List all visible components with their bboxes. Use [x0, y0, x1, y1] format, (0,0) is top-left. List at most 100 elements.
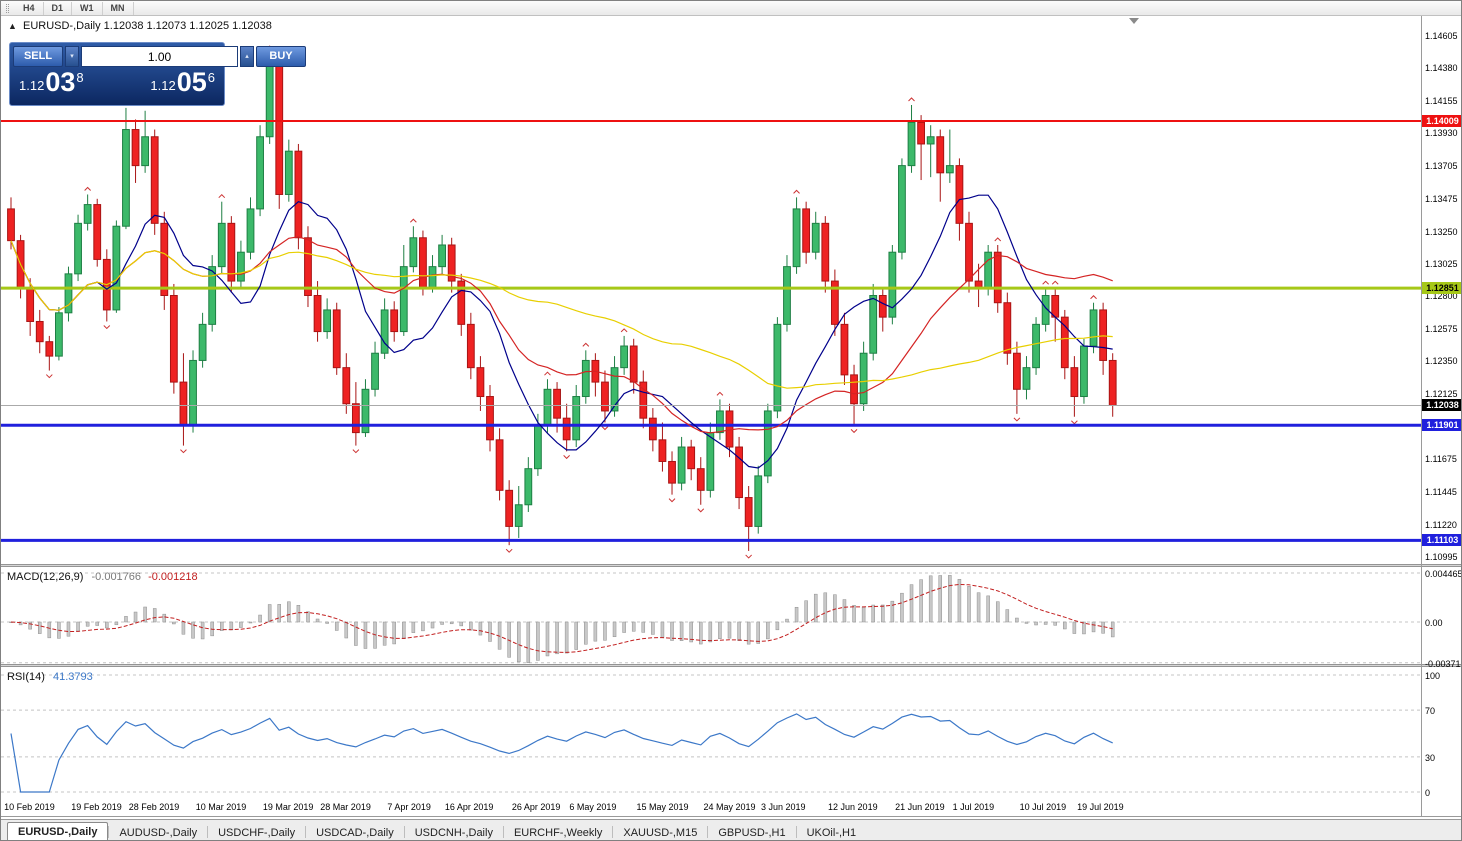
volume-input[interactable]: [81, 46, 238, 67]
chart-tab-usdcad-daily[interactable]: USDCAD-,Daily: [316, 827, 394, 839]
hline-price-label: 1.11103: [1422, 534, 1461, 547]
indicator-axis-label: 0.004465: [1425, 569, 1462, 579]
macd-signal-value: -0.001218: [148, 571, 198, 583]
price-axis-label: 1.14155: [1425, 95, 1458, 106]
price-axis-label: 1.12350: [1425, 356, 1458, 367]
chart-ohlc-header: ▲ EURUSD-,Daily 1.12038 1.12073 1.12025 …: [8, 20, 272, 32]
current-price-label: 1.12038: [1422, 399, 1461, 412]
price-axis-label: 1.13250: [1425, 226, 1458, 237]
panel-separator[interactable]: [1, 564, 1461, 567]
hline-price-label: 1.11901: [1422, 419, 1461, 432]
chart-tab-ukoil-h1[interactable]: UKOil-,H1: [806, 827, 857, 839]
indicator-axis-label: 0.00: [1425, 618, 1443, 628]
price-axis-label: 1.13025: [1425, 259, 1458, 270]
indicator-axis-label: 30: [1425, 752, 1436, 763]
date-axis-label: 28 Mar 2019: [320, 802, 371, 812]
timeframe-button-mn[interactable]: MN: [103, 1, 134, 15]
date-axis-label: 7 Apr 2019: [387, 802, 431, 812]
price-axis-label: 1.14605: [1425, 31, 1458, 41]
volume-increase-button[interactable]: ▴: [240, 46, 254, 67]
volume-decrease-button[interactable]: ▾: [65, 46, 79, 67]
date-axis-label: 10 Mar 2019: [195, 802, 247, 812]
chart-tab-usdchf-daily[interactable]: USDCHF-,Daily: [218, 827, 296, 839]
price-axis-label: 1.13705: [1425, 160, 1458, 171]
bid-price-display[interactable]: 1.12 03 8: [19, 69, 84, 96]
tab-separator: [305, 826, 307, 838]
buy-button[interactable]: BUY: [256, 46, 306, 67]
date-axis-label: 10 Jul 2019: [1019, 802, 1067, 812]
price-axis-label: 1.11445: [1425, 487, 1457, 498]
timeframe-buttons: H4 D1 W1 MN: [15, 1, 134, 15]
chart-window: ▲ EURUSD-,Daily 1.12038 1.12073 1.12025 …: [1, 16, 1462, 819]
price-chart-canvas[interactable]: [1, 16, 1421, 564]
date-axis-label: 24 May 2019: [703, 802, 756, 812]
indicator-axis-label: 0: [1425, 788, 1431, 798]
bid-pip-digit: 8: [76, 70, 84, 85]
timeframe-toolbar: H4 D1 W1 MN: [1, 1, 1461, 16]
one-click-collapse-icon[interactable]: ▲: [8, 21, 17, 31]
timeframe-button-h4[interactable]: H4: [15, 1, 44, 15]
tab-separator: [207, 826, 209, 838]
rsi-header: RSI(14) 41.3793: [7, 671, 93, 683]
date-axis-label: 16 Apr 2019: [444, 802, 494, 812]
price-axis-label: 1.11220: [1425, 519, 1457, 530]
timeframe-button-w1[interactable]: W1: [72, 1, 103, 15]
date-axis-label: 26 Apr 2019: [511, 802, 561, 812]
price-axis-label: 1.12575: [1425, 323, 1458, 334]
date-axis-label: 19 Feb 2019: [71, 802, 122, 812]
rsi-indicator-canvas[interactable]: [1, 668, 1421, 796]
date-axis-label: 21 Jun 2019: [895, 802, 945, 812]
price-axis-label: 1.10995: [1425, 551, 1458, 562]
price-axis-label: 1.11675: [1425, 453, 1457, 464]
bid-prefix: 1.12: [19, 78, 45, 93]
bid-big-digits: 03: [45, 67, 76, 97]
trade-prices-row: 1.12 03 8 1.12 05 6: [13, 67, 221, 96]
chart-tab-audusd-daily[interactable]: AUDUSD-,Daily: [119, 827, 198, 839]
tab-separator: [612, 826, 614, 838]
price-axis-label: 1.12800: [1425, 291, 1458, 302]
macd-indicator-canvas[interactable]: [1, 568, 1421, 664]
trade-controls-row: SELL ▾ ▴ BUY: [13, 46, 306, 67]
tab-separator: [502, 826, 504, 838]
chart-tab-xauusd-m15[interactable]: XAUUSD-,M15: [623, 827, 698, 839]
hline-price-label: 1.14009: [1422, 115, 1461, 127]
date-axis-label: 28 Feb 2019: [128, 802, 180, 812]
macd-header: MACD(12,26,9) -0.001766 -0.001218: [7, 571, 198, 583]
macd-name-label: MACD(12,26,9): [7, 571, 84, 583]
rsi-value: 41.3793: [52, 671, 93, 683]
chart-tab-gbpusd-h1[interactable]: GBPUSD-,H1: [718, 827, 786, 839]
toolbar-grip[interactable]: [6, 3, 9, 13]
sell-button[interactable]: SELL: [13, 46, 63, 67]
date-axis-border: [1, 816, 1461, 817]
date-axis-label: 10 Feb 2019: [4, 802, 55, 812]
date-axis-label: 12 Jun 2019: [828, 802, 878, 812]
price-axis-label: 1.13930: [1425, 128, 1458, 139]
chart-symbol-label: EURUSD-,Daily: [22, 20, 101, 32]
tab-separator: [707, 826, 709, 838]
price-axis-border: [1421, 16, 1422, 817]
date-axis-label: 19 Jul 2019: [1077, 802, 1124, 812]
chart-tab-usdcnh-daily[interactable]: USDCNH-,Daily: [414, 827, 493, 839]
rsi-name-label: RSI(14): [7, 671, 45, 683]
panel-separator[interactable]: [1, 664, 1461, 667]
price-axis-label: 1.14380: [1425, 63, 1458, 74]
ask-prefix: 1.12: [150, 78, 176, 93]
indicator-axis-label: 70: [1425, 706, 1436, 717]
timeframe-button-d1[interactable]: D1: [44, 1, 73, 15]
ask-big-digits: 05: [176, 67, 207, 97]
chart-shift-marker-icon[interactable]: [1129, 18, 1139, 24]
price-axis-label: 1.12125: [1425, 388, 1458, 399]
indicator-axis-label: 100: [1425, 671, 1441, 681]
ask-price-display[interactable]: 1.12 05 6: [150, 69, 215, 96]
chart-ohlc-values: 1.12038 1.12073 1.12025 1.12038: [103, 20, 272, 32]
tab-separator: [108, 826, 110, 838]
date-axis-label: 15 May 2019: [636, 802, 689, 812]
one-click-trading-panel: SELL ▾ ▴ BUY 1.12 03 8 1.12 05 6: [9, 42, 306, 106]
chart-tab-eurchf-weekly[interactable]: EURCHF-,Weekly: [513, 827, 603, 839]
date-axis-label: 6 May 2019: [569, 802, 617, 812]
chart-tab-eurusd-daily[interactable]: EURUSD-,Daily: [7, 822, 109, 840]
date-axis-label: 3 Jun 2019: [760, 802, 806, 812]
date-axis-label: 19 Mar 2019: [262, 802, 314, 812]
tab-separator: [795, 826, 797, 838]
